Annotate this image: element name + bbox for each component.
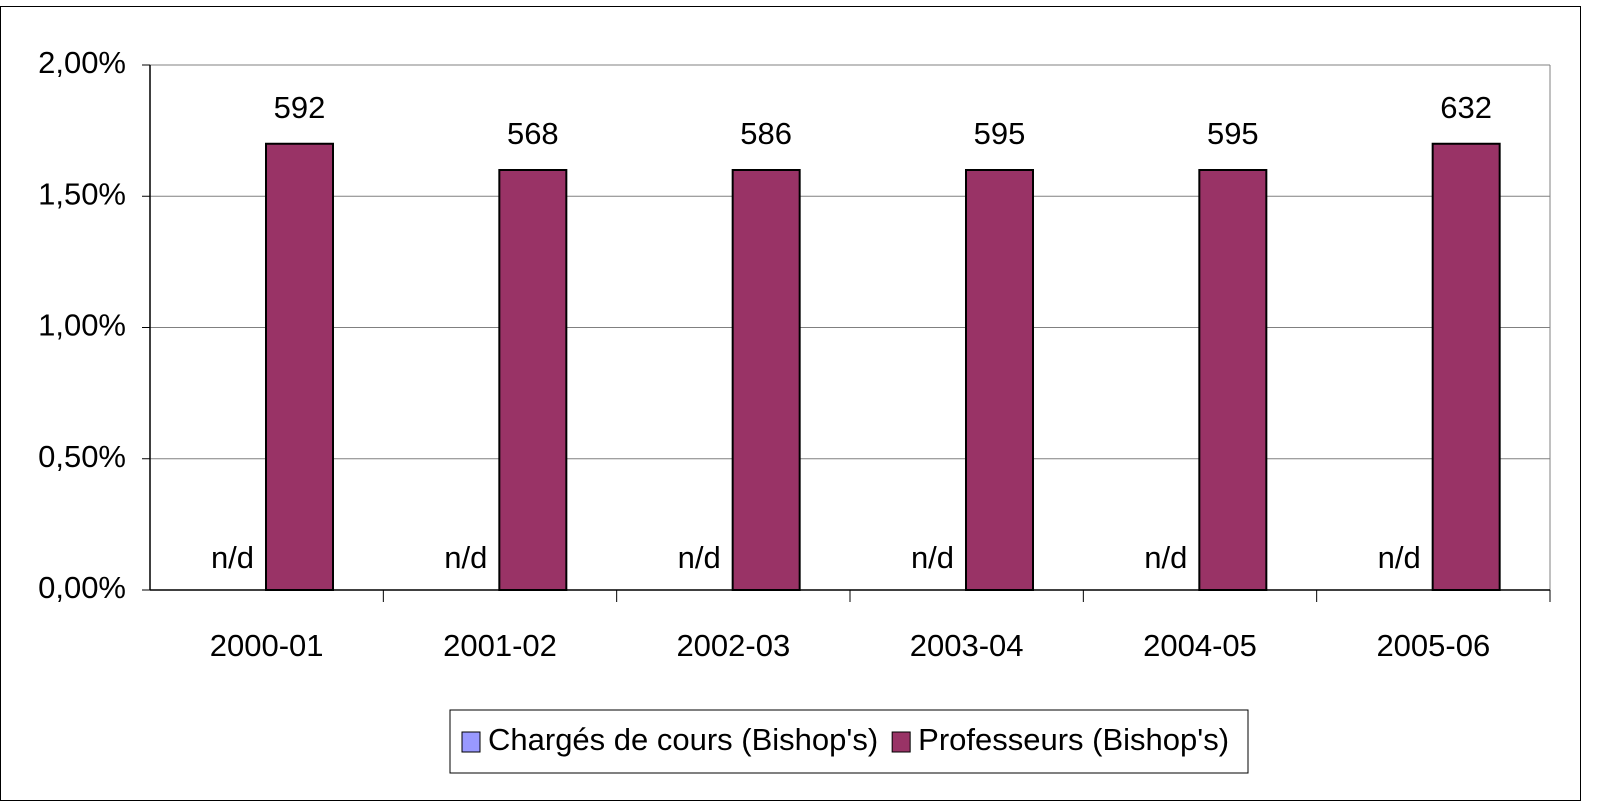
- legend-box: [449, 709, 1249, 774]
- legend-swatch: [891, 731, 911, 753]
- y-tick-label: 0,00%: [38, 570, 126, 605]
- bar: [731, 169, 801, 591]
- data-label: n/d: [211, 540, 254, 575]
- bar: [1198, 169, 1268, 591]
- bar: [265, 142, 334, 591]
- bar: [498, 169, 568, 591]
- data-label: n/d: [911, 540, 954, 575]
- bar: [965, 169, 1034, 591]
- data-label: 595: [974, 116, 1026, 151]
- data-label: 586: [740, 116, 792, 151]
- data-label: n/d: [444, 540, 487, 575]
- x-tick-label: 2001-02: [443, 628, 557, 663]
- data-label: 595: [1207, 116, 1259, 151]
- legend-swatch: [461, 731, 481, 753]
- bar: [1431, 142, 1501, 591]
- x-tick-label: 2004-05: [1143, 628, 1257, 663]
- y-tick-label: 1,00%: [38, 308, 126, 343]
- data-label: 592: [274, 90, 326, 125]
- data-label: 568: [507, 116, 559, 151]
- data-label: n/d: [1144, 540, 1187, 575]
- y-tick-label: 1,50%: [38, 176, 126, 211]
- legend-label: Chargés de cours (Bishop's): [488, 722, 878, 757]
- legend-label: Professeurs (Bishop's): [918, 722, 1229, 757]
- x-tick-label: 2000-01: [210, 628, 324, 663]
- x-tick-label: 2003-04: [910, 628, 1024, 663]
- x-tick-label: 2005-06: [1376, 628, 1490, 663]
- data-label: 632: [1440, 90, 1492, 125]
- x-tick-label: 2002-03: [676, 628, 790, 663]
- data-label: n/d: [1378, 540, 1421, 575]
- y-tick-label: 2,00%: [38, 45, 126, 80]
- y-tick-label: 0,50%: [38, 439, 126, 474]
- data-label: n/d: [678, 540, 721, 575]
